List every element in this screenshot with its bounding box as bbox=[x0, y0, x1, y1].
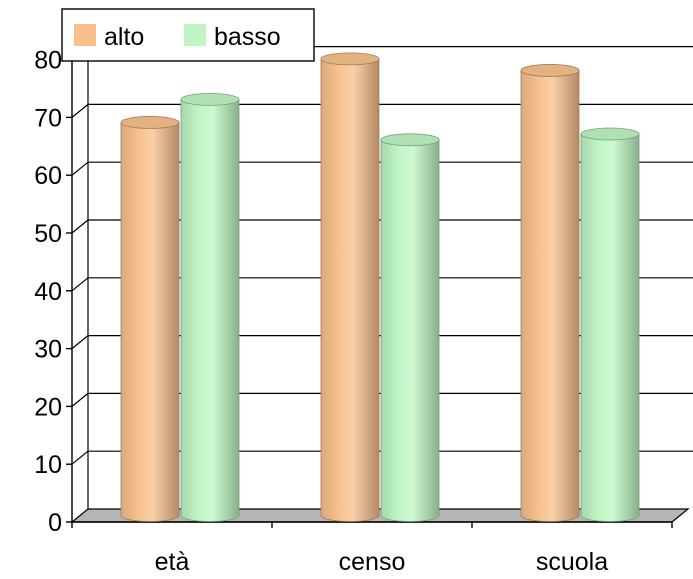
legend-label: basso bbox=[214, 23, 281, 51]
bar-top bbox=[120, 116, 180, 129]
y-tick-label: 30 bbox=[34, 336, 62, 364]
x-tick-label: età bbox=[155, 548, 190, 574]
y-tick-label: 60 bbox=[34, 162, 62, 190]
bar-body bbox=[520, 70, 580, 522]
bar-basso-censo bbox=[380, 133, 440, 522]
gridline-side bbox=[71, 392, 89, 407]
bar-body bbox=[120, 122, 180, 522]
bar-alto-censo bbox=[320, 52, 380, 522]
bar-top bbox=[180, 92, 240, 106]
x-tick-label: censo bbox=[339, 548, 406, 574]
bar-top bbox=[580, 127, 640, 141]
x-axis: età censo scuola bbox=[71, 521, 673, 576]
legend-swatch bbox=[74, 24, 96, 46]
y-tick-label: 40 bbox=[34, 278, 62, 306]
bar-basso-età bbox=[180, 92, 240, 522]
gridline-side bbox=[71, 161, 89, 176]
bar-alto-scuola bbox=[520, 64, 580, 522]
y-tick-label: 80 bbox=[34, 47, 62, 75]
bar-body bbox=[580, 133, 640, 522]
y-tick-label: 10 bbox=[34, 451, 62, 479]
gridline-side bbox=[71, 335, 89, 350]
x-tick-label: scuola bbox=[536, 548, 608, 574]
bar-top bbox=[520, 64, 580, 77]
y-tick-label: 50 bbox=[34, 220, 62, 248]
bar-body bbox=[180, 98, 240, 522]
gridline-side bbox=[71, 219, 89, 234]
gridline-side bbox=[71, 450, 89, 465]
legend-swatch bbox=[184, 24, 206, 46]
legend-label: alto bbox=[104, 23, 144, 51]
bar-alto-età bbox=[120, 116, 180, 522]
y-tick-label: 70 bbox=[34, 104, 62, 132]
bar-body bbox=[380, 139, 440, 522]
gridline-side bbox=[71, 277, 89, 292]
y-tick-label: 0 bbox=[48, 509, 62, 537]
bar-body bbox=[320, 58, 380, 522]
bar-top bbox=[320, 52, 380, 66]
bar-top bbox=[380, 133, 440, 147]
y-tick-label: 20 bbox=[34, 393, 62, 421]
legend: alto basso bbox=[61, 8, 315, 62]
y-axis: 0 10 20 30 40 50 60 70 80 bbox=[34, 47, 73, 537]
gridline-side bbox=[71, 103, 89, 118]
bar-basso-scuola bbox=[580, 127, 640, 522]
bars bbox=[120, 52, 640, 522]
